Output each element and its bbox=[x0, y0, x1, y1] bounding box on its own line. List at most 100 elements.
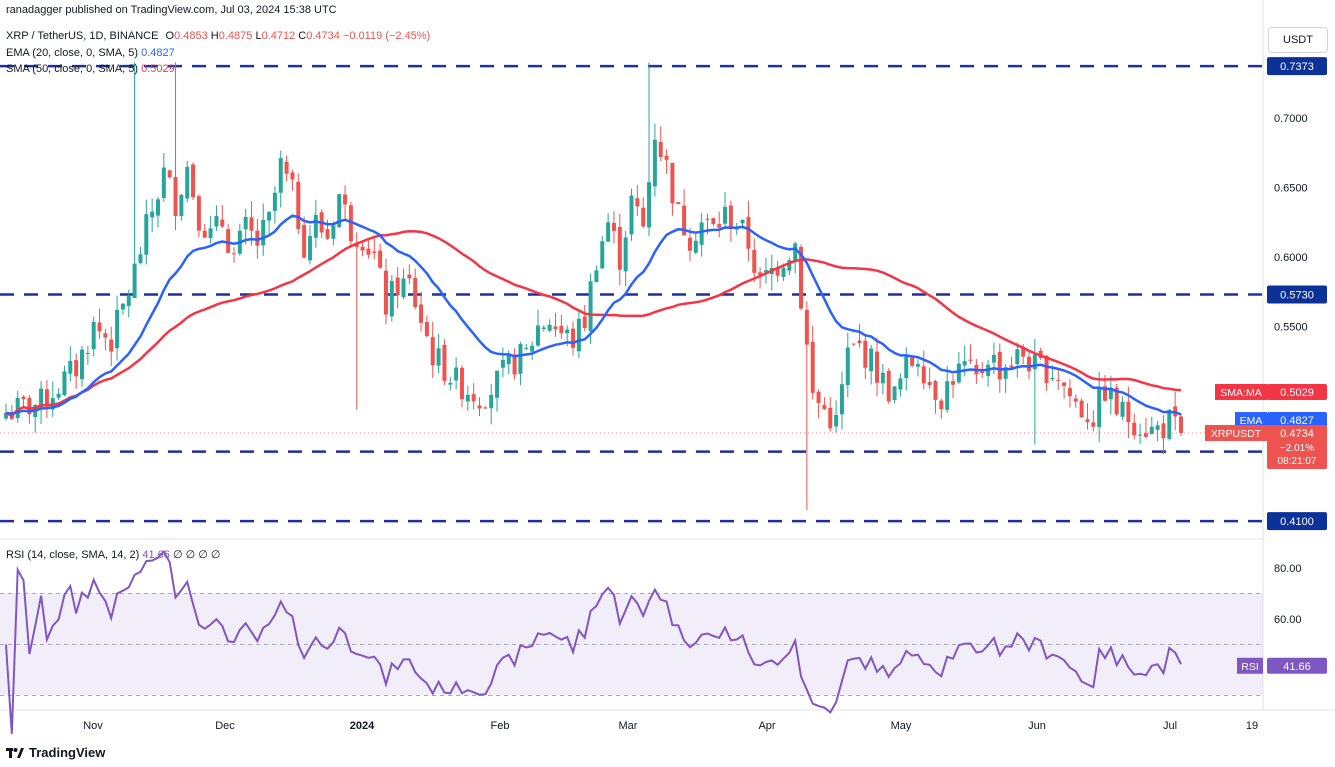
candle-body bbox=[530, 345, 535, 352]
rsi-badge-name-bg bbox=[1237, 657, 1263, 674]
candle-body bbox=[723, 207, 728, 224]
sma-line bbox=[5, 230, 1182, 418]
price-tick-label: 0.5500 bbox=[1274, 322, 1308, 334]
candle-body bbox=[1091, 422, 1096, 427]
candle-body bbox=[1179, 416, 1183, 433]
level-value: 0.7373 bbox=[1280, 61, 1314, 73]
candle-body bbox=[115, 309, 120, 349]
candle-body bbox=[378, 250, 383, 268]
candle-body bbox=[787, 260, 792, 271]
candle-body bbox=[430, 337, 435, 366]
ema-legend-value: 0.4827 bbox=[141, 47, 175, 59]
candle-body bbox=[1120, 401, 1125, 417]
open-value: 0.4853 bbox=[174, 30, 208, 42]
candle-body bbox=[904, 355, 909, 378]
sma-legend: SMA (50, close, 0, SMA, 5) 0.5029 bbox=[6, 63, 175, 75]
close-label: C bbox=[298, 30, 307, 42]
candle-body bbox=[489, 395, 494, 409]
candle-body bbox=[1056, 379, 1061, 381]
candle-body bbox=[898, 378, 903, 390]
candle-body bbox=[27, 397, 32, 415]
candle-body bbox=[535, 325, 540, 346]
candle-body bbox=[21, 396, 26, 400]
candle-body bbox=[62, 371, 67, 395]
candle-body bbox=[1161, 423, 1166, 439]
ema-legend: EMA (20, close, 0, SMA, 5) 0.4827 bbox=[6, 47, 175, 59]
candle-body bbox=[383, 270, 388, 315]
candle-body bbox=[763, 270, 768, 273]
candle-body bbox=[424, 321, 429, 337]
candle-body bbox=[740, 219, 745, 224]
candle-body bbox=[565, 329, 570, 334]
candle-body bbox=[202, 230, 207, 238]
candle-body bbox=[255, 230, 260, 246]
candle-body bbox=[682, 205, 687, 236]
time-tick-label: Feb bbox=[491, 720, 510, 732]
time-tick-label: May bbox=[891, 720, 912, 732]
candle-body bbox=[641, 207, 646, 227]
candle-body bbox=[302, 225, 307, 258]
candle-body bbox=[1103, 386, 1108, 401]
candle-body bbox=[79, 349, 84, 380]
candle-body bbox=[413, 277, 418, 308]
candle-body bbox=[594, 270, 599, 283]
candle-body bbox=[1079, 400, 1084, 418]
candle-body bbox=[921, 366, 926, 384]
candle-body bbox=[1097, 388, 1102, 427]
candle-body bbox=[793, 243, 798, 262]
ema-label: EMA (20, close, 0, SMA, 5) bbox=[6, 47, 139, 59]
candle-body bbox=[185, 167, 190, 199]
badge-value-bg bbox=[1267, 412, 1327, 429]
candle-body bbox=[956, 363, 961, 383]
candle-body bbox=[1073, 398, 1078, 402]
candle-body bbox=[892, 386, 897, 401]
badge-name: EMA bbox=[1240, 415, 1263, 427]
candle-body bbox=[261, 219, 266, 246]
moving-average-lines bbox=[5, 214, 1182, 418]
candle-body bbox=[857, 340, 862, 344]
currency-button[interactable]: USDT bbox=[1268, 27, 1328, 53]
candle-body bbox=[500, 360, 505, 368]
candle-body bbox=[1155, 425, 1160, 430]
candle-body bbox=[103, 333, 108, 338]
time-tick-label: 19 bbox=[1246, 720, 1258, 732]
candle-body bbox=[524, 347, 529, 349]
time-tick-label: 2024 bbox=[350, 720, 375, 732]
candle-body bbox=[863, 340, 868, 368]
candle-body bbox=[366, 248, 371, 255]
candle-body bbox=[1062, 382, 1067, 386]
candle-body bbox=[231, 253, 236, 255]
candle-body bbox=[313, 214, 318, 238]
rsi-legend: RSI (14, close, SMA, 14, 2) 41.66 ∅ ∅ ∅ … bbox=[6, 548, 220, 561]
candle-body bbox=[348, 205, 353, 242]
candle-body bbox=[477, 405, 482, 409]
candlestick-series bbox=[4, 62, 1183, 510]
candle-body bbox=[85, 352, 90, 354]
candle-body bbox=[728, 205, 733, 229]
badge-name: SMA:MA bbox=[1220, 387, 1261, 399]
candle-body bbox=[173, 177, 178, 217]
time-tick-label: Jun bbox=[1028, 720, 1046, 732]
level-value: 0.5730 bbox=[1280, 290, 1314, 302]
candle-body bbox=[875, 351, 880, 383]
price-badge-countdown: 08:21:07 bbox=[1278, 456, 1317, 467]
candle-body bbox=[623, 237, 628, 272]
candle-body bbox=[1085, 419, 1090, 423]
candle-body bbox=[144, 214, 149, 255]
candle-body bbox=[325, 229, 330, 239]
candle-body bbox=[541, 327, 546, 329]
tradingview-brand: TradingView bbox=[29, 745, 106, 760]
candle-body bbox=[752, 250, 757, 273]
candle-body bbox=[1114, 387, 1119, 415]
candle-body bbox=[465, 394, 470, 402]
price-badge-name: XRPUSDT bbox=[1211, 428, 1262, 440]
candle-body bbox=[307, 236, 312, 261]
rsi-line bbox=[5, 549, 1182, 734]
badge-name-bg bbox=[1235, 412, 1267, 429]
tradingview-mark-icon bbox=[6, 747, 24, 758]
candle-body bbox=[1108, 387, 1113, 400]
price-badge-value: 0.4734 bbox=[1280, 428, 1314, 440]
candle-body bbox=[1032, 354, 1037, 370]
candle-body bbox=[337, 194, 342, 228]
